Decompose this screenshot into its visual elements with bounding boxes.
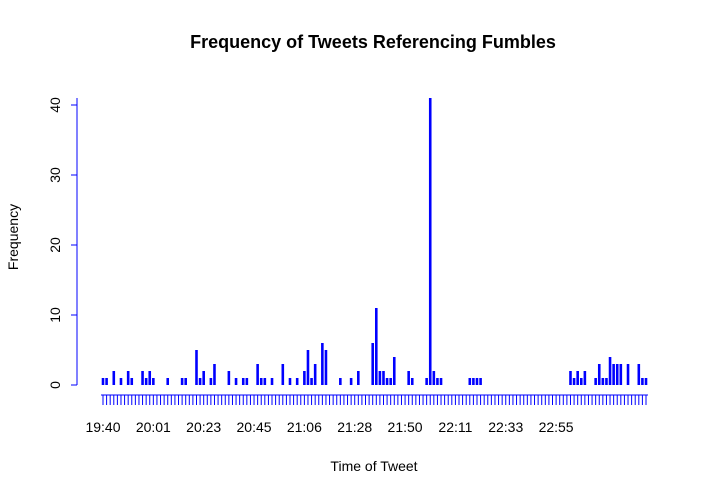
bar xyxy=(141,371,144,385)
x-tick-label: 20:01 xyxy=(136,419,171,435)
bar xyxy=(241,378,245,385)
bar xyxy=(112,371,116,385)
x-tick-label: 20:45 xyxy=(237,419,272,435)
bar xyxy=(105,378,108,385)
bar xyxy=(270,378,274,385)
bar xyxy=(569,371,572,385)
bar xyxy=(626,364,630,385)
bar xyxy=(385,378,389,385)
y-tick-label: 30 xyxy=(47,167,63,183)
bar xyxy=(198,378,202,385)
bar xyxy=(382,371,385,385)
bar xyxy=(306,350,310,385)
bar xyxy=(310,378,313,385)
bar xyxy=(389,378,392,385)
bar xyxy=(357,371,360,385)
bars-group xyxy=(101,98,648,385)
bar xyxy=(605,378,608,385)
bar xyxy=(180,378,184,385)
x-axis-tick-labels: 19:40 20:01 20:23 20:45 21:06 21:28 21:50 22:11… xyxy=(85,419,573,435)
chart-title: Frequency of Tweets Referencing Fumbles xyxy=(190,32,556,52)
bar xyxy=(637,364,641,385)
bar xyxy=(234,378,238,385)
y-axis-ticks: 0 10 20 30 40 xyxy=(47,97,77,389)
x-tick-label: 20:23 xyxy=(186,419,221,435)
bar xyxy=(256,364,259,385)
bar xyxy=(428,98,432,385)
bar xyxy=(126,371,130,385)
bar xyxy=(184,378,187,385)
bar xyxy=(594,378,597,385)
bar xyxy=(644,378,648,385)
bar xyxy=(303,371,306,385)
bar xyxy=(601,378,605,385)
x-axis-ticks xyxy=(102,395,647,405)
y-axis-label: Frequency xyxy=(5,204,21,270)
bar xyxy=(349,378,353,385)
bar xyxy=(597,364,601,385)
x-tick-label: 21:28 xyxy=(337,419,372,435)
bar xyxy=(227,371,231,385)
bar xyxy=(324,350,328,385)
bar xyxy=(281,364,285,385)
bar xyxy=(195,350,198,385)
bar xyxy=(579,378,583,385)
bar xyxy=(375,308,378,385)
y-tick-label: 20 xyxy=(47,237,63,253)
bar xyxy=(371,343,374,385)
x-tick-label: 22:11 xyxy=(438,419,472,435)
bar xyxy=(432,371,436,385)
bar xyxy=(612,364,615,385)
x-tick-label: 22:55 xyxy=(539,419,574,435)
bar xyxy=(209,378,213,385)
bar xyxy=(101,378,105,385)
bar xyxy=(436,378,439,385)
bar xyxy=(130,378,134,385)
bar xyxy=(245,378,249,385)
bar xyxy=(583,371,587,385)
bar xyxy=(479,378,482,385)
bar xyxy=(148,371,152,385)
x-axis-label: Time of Tweet xyxy=(330,458,417,474)
bar xyxy=(439,378,443,385)
bar xyxy=(475,378,479,385)
bar xyxy=(378,371,382,385)
bar xyxy=(313,364,317,385)
bar xyxy=(468,378,472,385)
bar xyxy=(392,357,396,385)
bar xyxy=(472,378,475,385)
bar xyxy=(339,378,342,385)
bar xyxy=(259,378,263,385)
x-tick-label: 21:06 xyxy=(287,419,322,435)
bar xyxy=(615,364,619,385)
x-tick-label: 21:50 xyxy=(388,419,423,435)
bar xyxy=(641,378,644,385)
bar xyxy=(410,378,414,385)
bar xyxy=(608,357,612,385)
bar xyxy=(576,371,579,385)
x-tick-label: 19:40 xyxy=(85,419,120,435)
bar xyxy=(321,343,324,385)
bar xyxy=(288,378,292,385)
x-tick-label: 22:33 xyxy=(488,419,523,435)
bar xyxy=(144,378,148,385)
bar xyxy=(213,364,216,385)
y-tick-label: 40 xyxy=(47,97,63,113)
bar xyxy=(263,378,267,385)
bar xyxy=(407,371,410,385)
bar xyxy=(572,378,576,385)
bar xyxy=(295,378,299,385)
bar xyxy=(152,378,155,385)
bar xyxy=(619,364,623,385)
bar xyxy=(166,378,170,385)
y-tick-label: 0 xyxy=(47,381,63,389)
y-tick-label: 10 xyxy=(47,307,63,323)
bar xyxy=(119,378,123,385)
bar xyxy=(425,378,428,385)
bar xyxy=(202,371,205,385)
